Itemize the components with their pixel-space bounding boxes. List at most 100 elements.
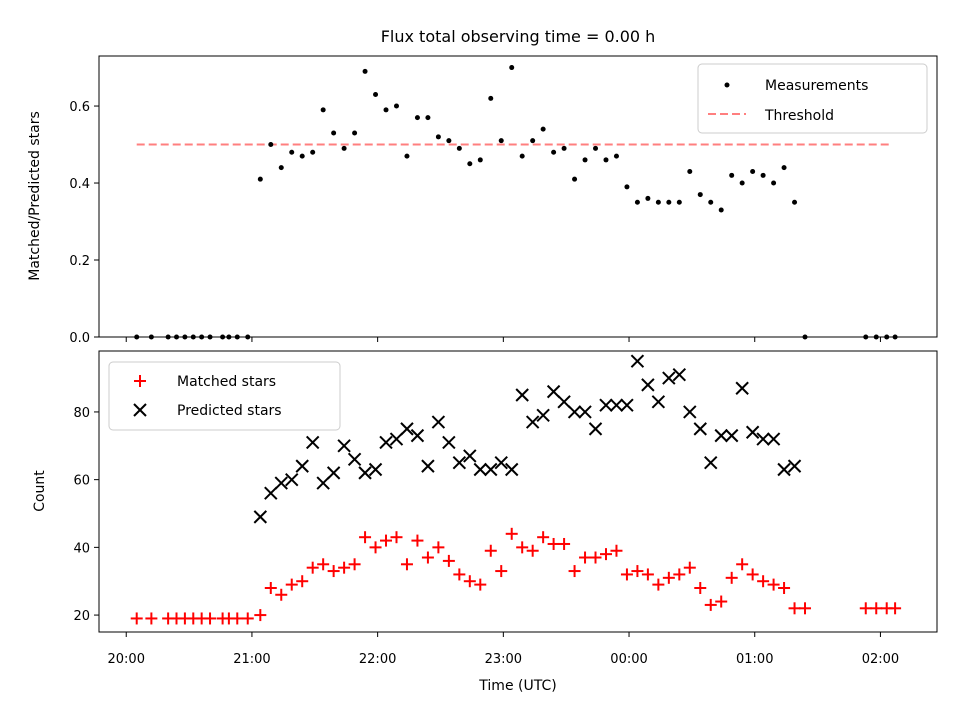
predicted-stars-point (431, 415, 446, 429)
measurement-point (331, 130, 337, 136)
measurement-point (718, 207, 724, 213)
predicted-stars-point (326, 466, 341, 480)
matched-stars-point (799, 602, 812, 615)
matched-stars-point (641, 568, 654, 581)
predicted-stars-point (347, 452, 362, 467)
measurement-point (655, 199, 661, 205)
matched-stars-point (568, 565, 581, 578)
measurement-point (456, 145, 462, 151)
matched-stars-point (285, 578, 298, 591)
matched-stars-point (130, 612, 143, 625)
legend-measurements-label: Measurements (765, 78, 868, 94)
predicted-stars-point (337, 439, 351, 453)
predicted-stars-point (358, 466, 372, 480)
x-tick-label: 22:00 (359, 652, 396, 667)
predicted-stars-point (683, 405, 697, 419)
matched-stars-point (746, 568, 759, 581)
predicted-stars-point (620, 398, 634, 412)
measurement-point (310, 149, 316, 155)
measurement-point (257, 176, 263, 182)
bottom-plot-area (130, 354, 902, 625)
matched-stars-point (736, 558, 749, 571)
measurement-point (268, 142, 274, 148)
predicted-stars-point (305, 435, 320, 450)
measurement-point (414, 115, 420, 121)
measurement-point (687, 168, 693, 174)
matched-stars-point (859, 602, 872, 615)
matched-stars-point (463, 575, 476, 588)
matched-stars-point (432, 541, 445, 554)
legend-matched-marker (134, 375, 146, 387)
predicted-stars-point (410, 428, 425, 443)
bottom-y-axis-label: Count (32, 470, 48, 512)
matched-stars-point (599, 548, 612, 561)
matched-stars-point (400, 558, 413, 571)
top-y-tick-label: 0.6 (69, 100, 90, 115)
x-tick-label: 01:00 (736, 652, 773, 667)
predicted-stars-point (777, 462, 791, 477)
x-tick-label: 23:00 (485, 652, 522, 667)
predicted-stars-point (442, 435, 456, 450)
matched-stars-point (547, 537, 560, 550)
bottom-legend-box (108, 361, 341, 431)
matched-stars-point (495, 565, 508, 578)
x-tick-label: 02:00 (862, 652, 899, 667)
measurement-point (634, 199, 640, 205)
top-legend: Measurements Threshold (697, 63, 928, 134)
matched-stars-point (421, 551, 434, 564)
measurement-point (519, 153, 525, 159)
predicted-stars-point (264, 486, 278, 500)
matched-stars-point (537, 531, 550, 544)
measurement-point (676, 199, 682, 205)
top-y-tick-label: 0.0 (69, 331, 90, 346)
predicted-stars-point (505, 462, 519, 477)
measurement-point (509, 65, 515, 71)
predicted-stars-point (484, 462, 498, 477)
top-legend-box (697, 63, 928, 134)
predicted-stars-point (557, 395, 571, 409)
legend-measurements-marker (724, 82, 730, 88)
predicted-stars-point (368, 462, 383, 477)
predicted-stars-point (515, 388, 529, 402)
matched-stars-point (338, 561, 351, 574)
matched-stars-point (725, 571, 738, 584)
matched-stars-point (306, 561, 319, 574)
predicted-stars-point (787, 459, 802, 473)
predicted-stars-point (546, 384, 561, 399)
matched-stars-point (369, 541, 382, 554)
measurement-point (603, 157, 609, 163)
matched-stars-point (652, 578, 665, 591)
measurement-point (278, 165, 284, 171)
measurement-point (446, 138, 452, 144)
predicted-stars-point (724, 428, 739, 443)
measurement-point (477, 157, 483, 163)
x-axis-label: Time (UTC) (478, 678, 556, 694)
matched-stars-point (715, 595, 728, 608)
measurement-point (582, 157, 588, 163)
matched-stars-point (254, 609, 267, 622)
matched-stars-point (204, 612, 217, 625)
matched-stars-point (620, 568, 633, 581)
predicted-stars-point (316, 476, 330, 490)
predicted-stars-point (588, 422, 603, 436)
matched-stars-point (579, 551, 592, 564)
matched-stars-point (788, 602, 801, 615)
predicted-stars-point (714, 428, 728, 443)
measurement-point (289, 149, 295, 155)
matched-stars-point (474, 578, 487, 591)
measurement-point (540, 126, 546, 132)
measurement-point (697, 192, 703, 198)
legend-threshold-label: Threshold (764, 108, 834, 124)
matched-stars-point (505, 527, 518, 540)
matched-stars-point (767, 578, 780, 591)
bottom-y-tick-label: 20 (73, 609, 90, 624)
x-tick-label: 21:00 (233, 652, 270, 667)
legend-matched-label: Matched stars (177, 374, 276, 390)
matched-stars-point (631, 565, 644, 578)
matched-stars-point (348, 558, 361, 571)
predicted-stars-point (379, 435, 393, 450)
measurement-point (299, 153, 305, 159)
measurement-point (729, 172, 735, 178)
measurement-point (666, 199, 672, 205)
